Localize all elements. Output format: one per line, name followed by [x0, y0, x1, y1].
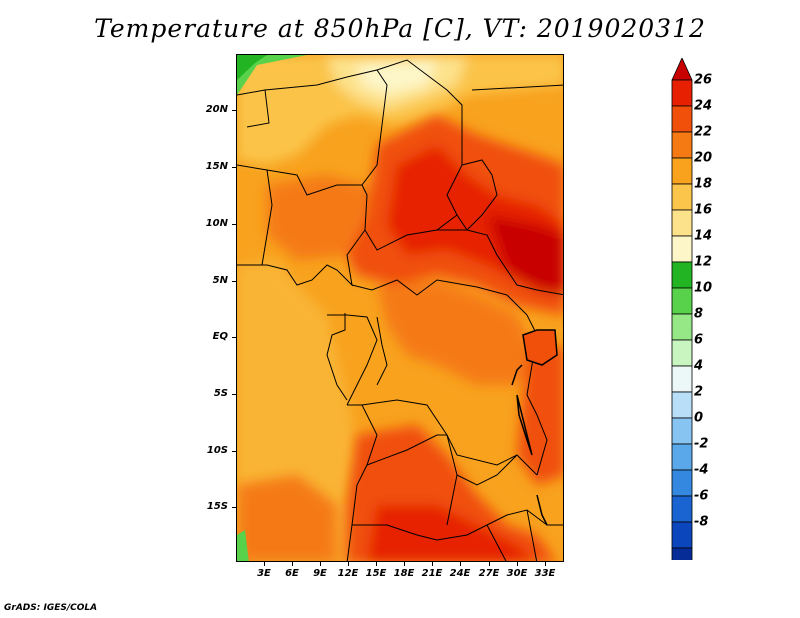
colorbar-segment	[671, 443, 693, 471]
lon-label-6e: 6E	[285, 568, 299, 579]
colorbar-segment	[671, 105, 693, 133]
lat-label-5s: 5S	[213, 388, 228, 399]
lon-label-15e: 15E	[365, 568, 387, 579]
colorbar-segment	[671, 131, 693, 159]
colorbar-segment	[671, 521, 693, 549]
colorbar-label: 12	[694, 254, 713, 270]
lat-label-5n: 5N	[212, 275, 228, 286]
colorbar-label: -4	[694, 462, 709, 478]
colorbar-label: 4	[694, 358, 704, 374]
cool-north-zone	[237, 55, 563, 165]
colorbar-segment	[671, 391, 693, 419]
green-patch-northwest	[237, 55, 307, 95]
colorbar-label: 14	[694, 228, 713, 244]
colorbar-label: 16	[694, 202, 713, 218]
colorbar-segment	[671, 287, 693, 315]
map-title: Temperature at 850hPa [C], VT: 201902031…	[94, 14, 706, 43]
lon-label-18e: 18E	[393, 568, 415, 579]
colorbar-label: 10	[694, 280, 713, 296]
colorbar-label: 18	[694, 176, 713, 192]
colorbar-label: 6	[694, 332, 704, 348]
lon-label-3e: 3E	[257, 568, 271, 579]
colorbar-label: 20	[694, 150, 713, 166]
colorbar-segment-top	[671, 58, 693, 81]
colorbar-segment	[671, 261, 693, 289]
country-borders	[237, 59, 563, 561]
colorbar-segment	[671, 417, 693, 445]
lat-label-15s: 15S	[206, 501, 228, 512]
lat-label-10s: 10S	[206, 445, 228, 456]
colorbar-label: -6	[694, 488, 709, 504]
lon-label-27e: 27E	[478, 568, 500, 579]
lon-label-21e: 21E	[421, 568, 443, 579]
colorbar-label: 22	[694, 124, 713, 140]
temperature-map	[236, 54, 564, 562]
colorbar-segment	[671, 469, 693, 497]
colorbar-label: 0	[694, 410, 704, 426]
great-lakes	[511, 329, 558, 526]
colorbar-segment	[671, 365, 693, 393]
lon-label-9e: 9E	[313, 568, 327, 579]
colorbar-label: 2	[694, 384, 704, 400]
colorbar-segment	[671, 495, 693, 523]
colorbar-segment	[671, 209, 693, 237]
lon-label-30e: 30E	[506, 568, 528, 579]
colorbar-label: 26	[694, 72, 713, 88]
colorbar-segment	[671, 235, 693, 263]
colorbar-segment	[671, 339, 693, 367]
colorbar-segment	[671, 547, 693, 560]
colorbar-segment	[671, 79, 693, 107]
lat-label-10n: 10N	[205, 218, 228, 229]
hot-zones	[237, 115, 563, 561]
lat-label-eq: EQ	[212, 331, 228, 342]
lon-label-24e: 24E	[449, 568, 471, 579]
colorbar-label: -2	[694, 436, 709, 452]
temperature-field	[237, 55, 563, 561]
lon-label-12e: 12E	[337, 568, 359, 579]
colorbar-segment	[671, 157, 693, 185]
colorbar-label: -8	[694, 514, 709, 530]
colorbar-label: 24	[694, 98, 713, 114]
grads-credit: GrADS: IGES/COLA	[4, 603, 98, 613]
colorbar-label: 8	[694, 306, 704, 322]
lat-label-15n: 15N	[205, 161, 228, 172]
lon-label-33e: 33E	[534, 568, 556, 579]
colorbar-segment	[671, 313, 693, 341]
colorbar-segment	[671, 183, 693, 211]
lat-label-20n: 20N	[205, 104, 228, 115]
colorbar	[671, 58, 693, 560]
